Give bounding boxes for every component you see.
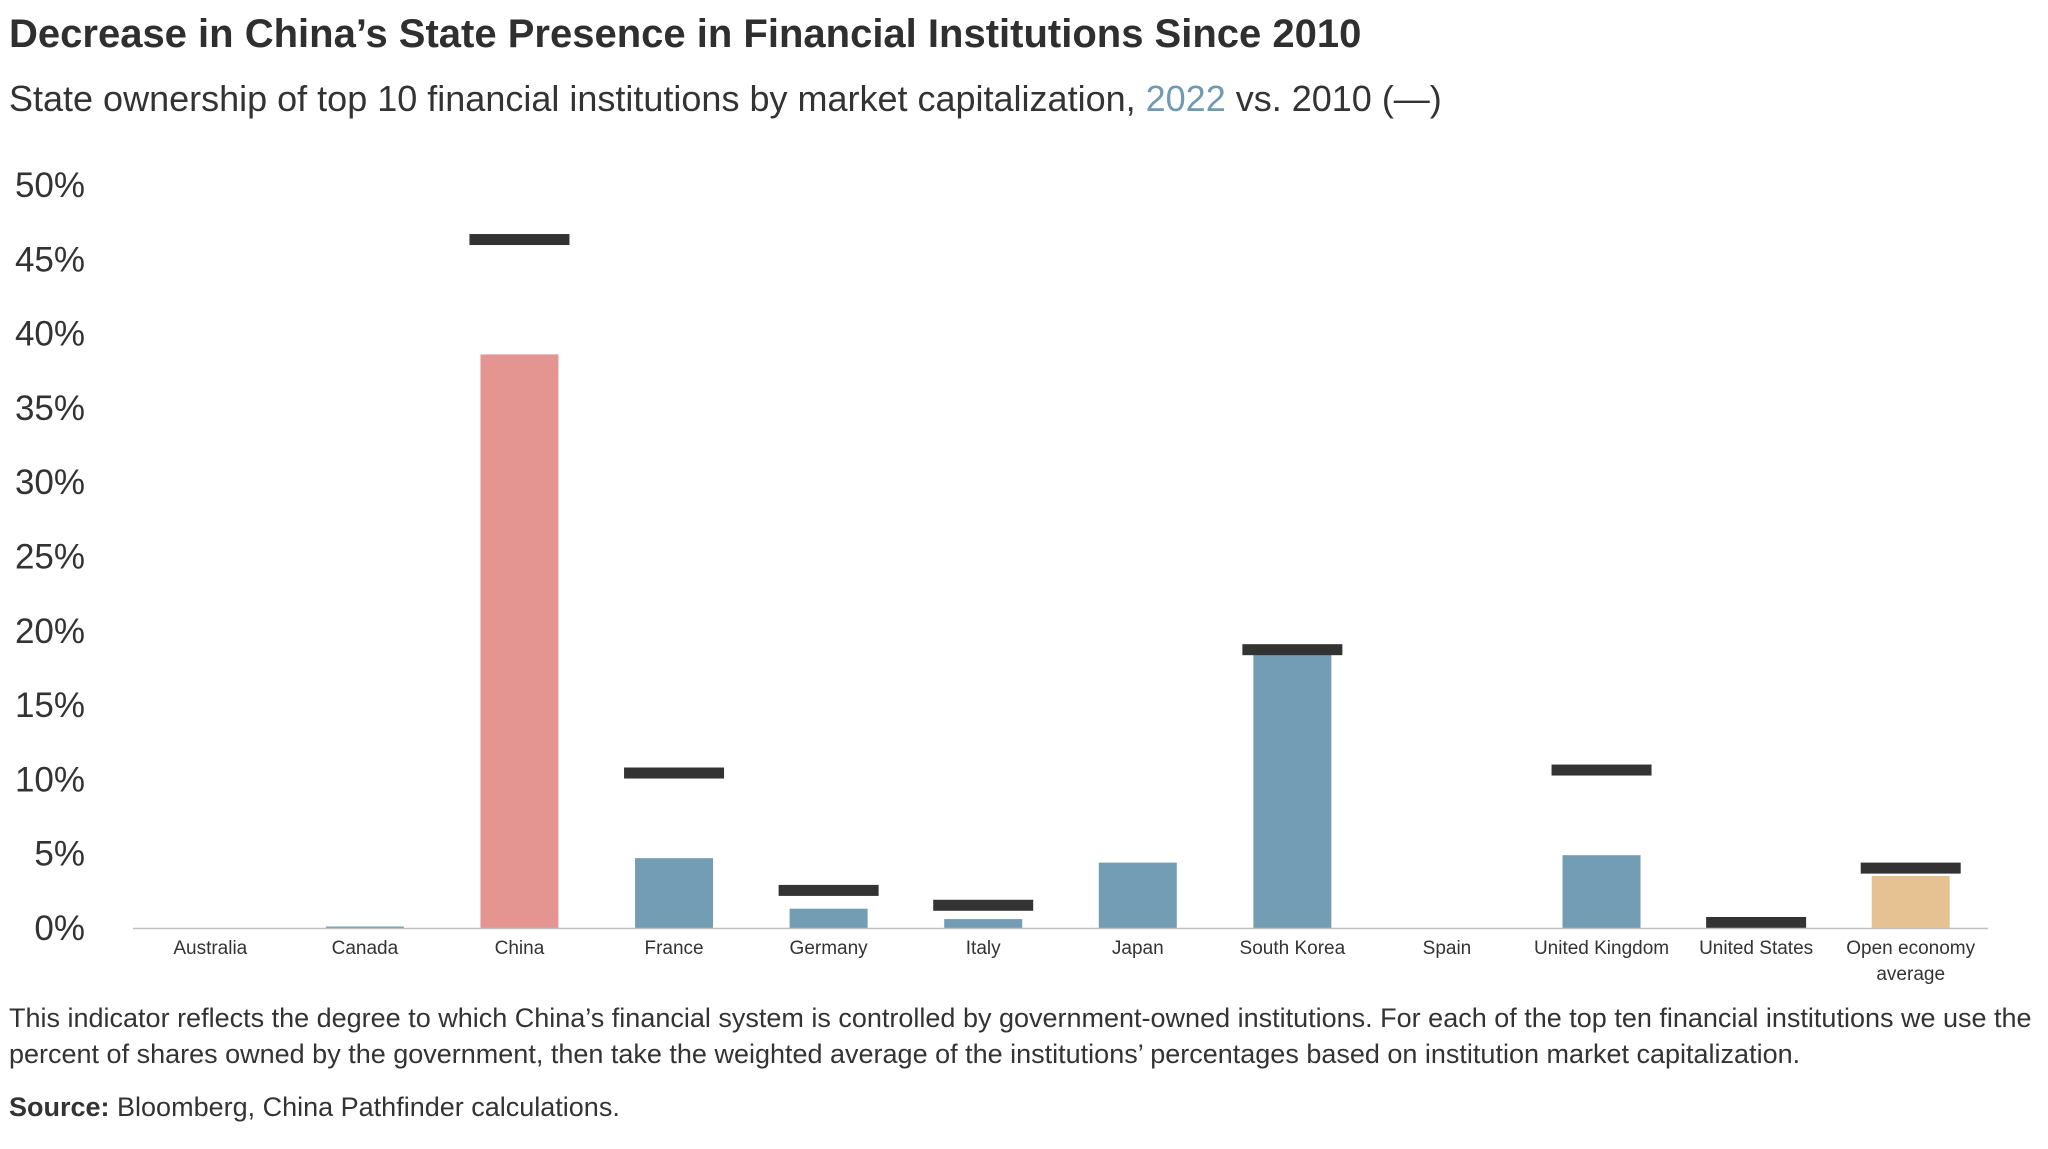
marker-2010-france [624,767,725,779]
state-ownership-bar-chart: 0% 5% 10% 15% 20% 25% 30% 35% 40% 45% 50% Australi… [15,166,1988,985]
subtitle-suffix: vs. 2010 (—) [1225,78,1442,119]
x-tick-label: Germany [790,938,869,959]
y-axis: 0% 5% 10% 15% 20% 25% 30% 35% 40% 45% 50% [15,166,85,948]
y-tick-label: 10% [15,760,85,799]
x-tick-label: China [495,938,545,959]
markers-2010 [469,234,1961,928]
marker-2010-italy [933,899,1034,911]
x-tick-label: Open economy [1846,938,1975,959]
subtitle-prefix: State ownership of top 10 financial inst… [9,78,1146,119]
chart-subtitle: State ownership of top 10 financial inst… [9,78,1442,120]
bar-2022-south-korea [1253,650,1332,928]
source-label: Source: [9,1092,110,1122]
y-tick-label: 15% [15,686,85,725]
subtitle-highlight-2022: 2022 [1145,78,1226,119]
y-tick-label: 20% [15,612,85,651]
bar-2022-italy [944,919,1023,928]
y-tick-label: 25% [15,538,85,577]
y-tick-label: 0% [34,909,85,948]
source-line: Source: Bloomberg, China Pathfinder calc… [9,1092,620,1123]
marker-2010-united-kingdom [1551,764,1652,776]
y-tick-label: 35% [15,389,85,428]
x-tick-label: Australia [173,938,247,959]
marker-2010-united-states [1706,917,1807,928]
marker-2010-open-economy-average [1860,862,1961,874]
x-tick-label: Japan [1112,938,1164,959]
source-text: Bloomberg, China Pathfinder calculations… [109,1092,620,1122]
x-tick-label: South Korea [1240,938,1346,959]
x-tick-label: United Kingdom [1534,938,1669,959]
x-axis: Australia Canada China France Germany Italy Ja… [173,938,1975,985]
x-tick-label: United States [1699,938,1813,959]
bar-2022-france [635,858,714,928]
y-tick-label: 50% [15,166,85,205]
x-tick-label: Italy [966,938,1001,959]
bar-2022-germany [789,908,868,928]
y-tick-label: 40% [15,315,85,354]
x-tick-label: France [644,938,703,959]
bars-2022 [325,354,1950,929]
bar-2022-canada [325,926,404,929]
x-tick-label: Canada [332,938,399,959]
marker-2010-china [469,234,570,246]
x-tick-label: average [1876,964,1945,985]
methodology-note: This indicator reflects the degree to wh… [9,1003,2032,1069]
x-tick-label: Spain [1423,938,1472,959]
marker-2010-germany [778,884,879,896]
bar-2022-united-kingdom [1562,855,1641,928]
marker-2010-south-korea [1242,644,1343,656]
bar-2022-open-economy-average [1871,875,1950,928]
y-tick-label: 5% [34,835,85,874]
y-tick-label: 30% [15,463,85,502]
bar-2022-japan [1098,862,1177,928]
bar-2022-china [480,354,559,928]
chart-title: Decrease in China’s State Presence in Fi… [9,12,1362,56]
y-tick-label: 45% [15,240,85,279]
